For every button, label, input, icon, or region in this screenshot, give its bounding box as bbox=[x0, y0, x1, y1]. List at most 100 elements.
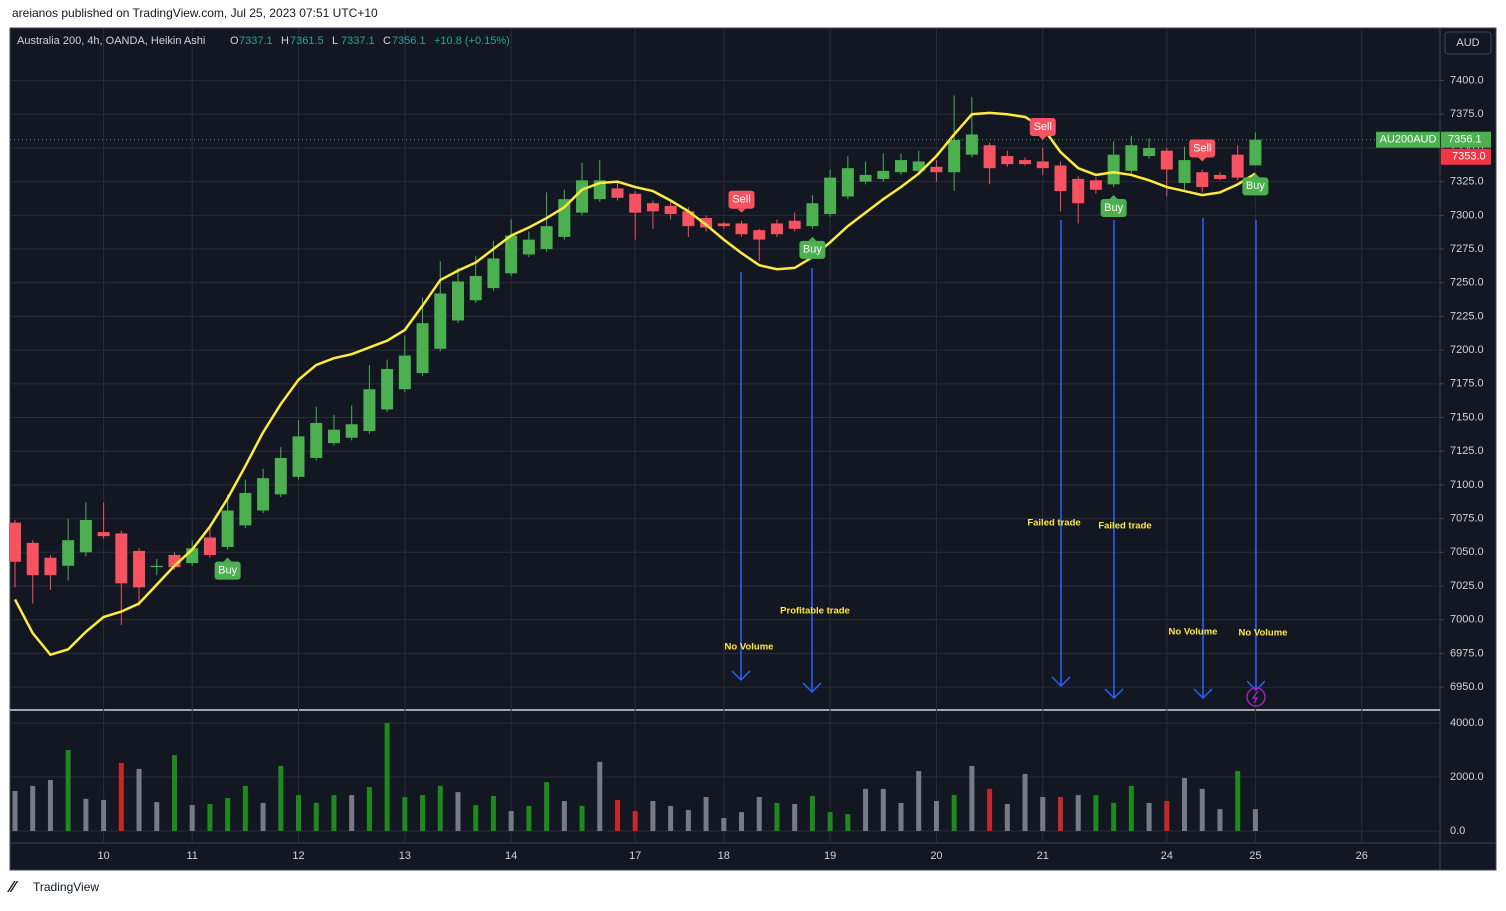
alert-bolt bbox=[1251, 690, 1259, 704]
y-tick-label: 7000.0 bbox=[1450, 614, 1484, 626]
x-tick-label: 26 bbox=[1356, 850, 1368, 862]
y-tick-label: 7400.0 bbox=[1450, 74, 1484, 86]
legend-value: 7361.5 bbox=[290, 35, 324, 47]
candle-body bbox=[824, 177, 837, 214]
volume-bar bbox=[171, 755, 177, 832]
x-tick-label: 17 bbox=[629, 850, 641, 862]
candle-body bbox=[965, 134, 978, 155]
candle-body bbox=[629, 193, 642, 213]
signal-label-bg bbox=[214, 561, 241, 580]
candle-body bbox=[806, 203, 819, 227]
footer-text: TradingView bbox=[33, 880, 99, 894]
arrow-head bbox=[1051, 676, 1071, 688]
y-tick-label: 7200.0 bbox=[1450, 344, 1484, 356]
candle-body bbox=[770, 223, 783, 235]
plot: AU200AUD 7356.1 7353.0 Buy Sell Buy Sell Buy Sel… bbox=[9, 95, 1491, 832]
x-tick-label: 20 bbox=[930, 850, 942, 862]
candle-body bbox=[97, 532, 110, 537]
volume-bar bbox=[880, 788, 886, 832]
candle-body bbox=[398, 355, 411, 390]
legend-value: 7337.1 bbox=[239, 35, 273, 47]
annotation: Failed trade bbox=[1098, 521, 1151, 532]
signal-label: Sell bbox=[1034, 121, 1052, 133]
volume-bar bbox=[685, 809, 691, 832]
volume-bar bbox=[1252, 809, 1258, 832]
volume-bar bbox=[12, 791, 18, 832]
candle-body bbox=[416, 323, 429, 374]
volume-bar bbox=[632, 811, 638, 832]
volume-bar bbox=[951, 795, 957, 832]
volume-bar bbox=[1022, 774, 1028, 832]
signal-label-bg bbox=[1242, 177, 1269, 196]
candle-body bbox=[1001, 156, 1014, 165]
signal-label: Buy bbox=[1104, 202, 1123, 214]
legend-key: C bbox=[383, 35, 391, 47]
candle-body bbox=[469, 276, 482, 301]
y-tick-label: 6950.0 bbox=[1450, 681, 1484, 693]
alert-icon[interactable] bbox=[1246, 687, 1266, 707]
legend-value: 7356.1 bbox=[392, 35, 426, 47]
candle-body bbox=[434, 293, 447, 349]
volume-bar bbox=[189, 805, 195, 832]
annotation: No Volume bbox=[1239, 628, 1288, 639]
candle-body bbox=[1036, 161, 1049, 169]
volume-bar bbox=[1004, 804, 1010, 832]
volume-bar bbox=[296, 795, 302, 832]
volume-bar bbox=[437, 785, 443, 832]
candle-body bbox=[292, 436, 305, 477]
candle-body bbox=[912, 161, 925, 171]
candle-body bbox=[274, 457, 287, 495]
volume-bar bbox=[739, 812, 745, 832]
x-tick-label: 24 bbox=[1161, 850, 1173, 862]
signal-pointer bbox=[1251, 173, 1260, 178]
candle-body bbox=[540, 226, 553, 250]
volume-bar bbox=[597, 761, 603, 832]
legend-value: 7337.1 bbox=[341, 35, 375, 47]
candle-body bbox=[1054, 165, 1067, 192]
candle-body bbox=[1178, 160, 1191, 183]
candle-body bbox=[381, 369, 394, 410]
candle-body bbox=[115, 533, 128, 584]
candle-body bbox=[452, 281, 464, 321]
volume-bar bbox=[47, 779, 53, 832]
currency-box[interactable] bbox=[1444, 31, 1492, 55]
candle-body bbox=[487, 258, 500, 289]
candle-body bbox=[44, 557, 57, 576]
candle-body bbox=[930, 166, 943, 173]
volume-bar bbox=[898, 802, 904, 832]
chart-bg bbox=[9, 27, 1497, 871]
volume-bar bbox=[136, 768, 142, 832]
ohlc-legend: O 7337.1 H 7361.5 L 7337.1 C 7356.1 +10.8 (+0.15… bbox=[230, 35, 510, 47]
signal-pointer bbox=[737, 208, 746, 213]
annotation: Profitable trade bbox=[780, 606, 850, 617]
volume-bar bbox=[544, 782, 550, 832]
signal-label-bg bbox=[1189, 139, 1216, 158]
candle-body bbox=[310, 422, 323, 458]
arrow-head bbox=[731, 670, 751, 682]
volume-bar bbox=[614, 799, 620, 832]
volume-bar bbox=[402, 796, 408, 832]
candle-body bbox=[522, 239, 535, 255]
x-tick-label: 10 bbox=[97, 850, 109, 862]
candle-body bbox=[1107, 154, 1120, 185]
price-tag bbox=[1441, 131, 1491, 148]
volume-bar bbox=[827, 812, 833, 832]
candle-body bbox=[9, 522, 21, 562]
candle-body bbox=[150, 565, 163, 568]
volume-bar bbox=[260, 802, 266, 832]
candle-body bbox=[895, 160, 907, 173]
candle-body bbox=[576, 180, 589, 213]
symbol-tag bbox=[1376, 131, 1440, 148]
volume-bar bbox=[30, 785, 36, 832]
candle-body bbox=[646, 203, 659, 212]
candle-body bbox=[700, 218, 713, 228]
y-tick-label: 7050.0 bbox=[1450, 546, 1484, 558]
candle-body bbox=[948, 139, 961, 173]
volume-bar bbox=[225, 798, 231, 832]
y-tick-label: 7075.0 bbox=[1450, 513, 1484, 525]
candle-body bbox=[327, 429, 340, 444]
candle-body bbox=[753, 230, 766, 240]
candle-body bbox=[735, 223, 748, 235]
signal-label: Sell bbox=[1193, 142, 1211, 154]
